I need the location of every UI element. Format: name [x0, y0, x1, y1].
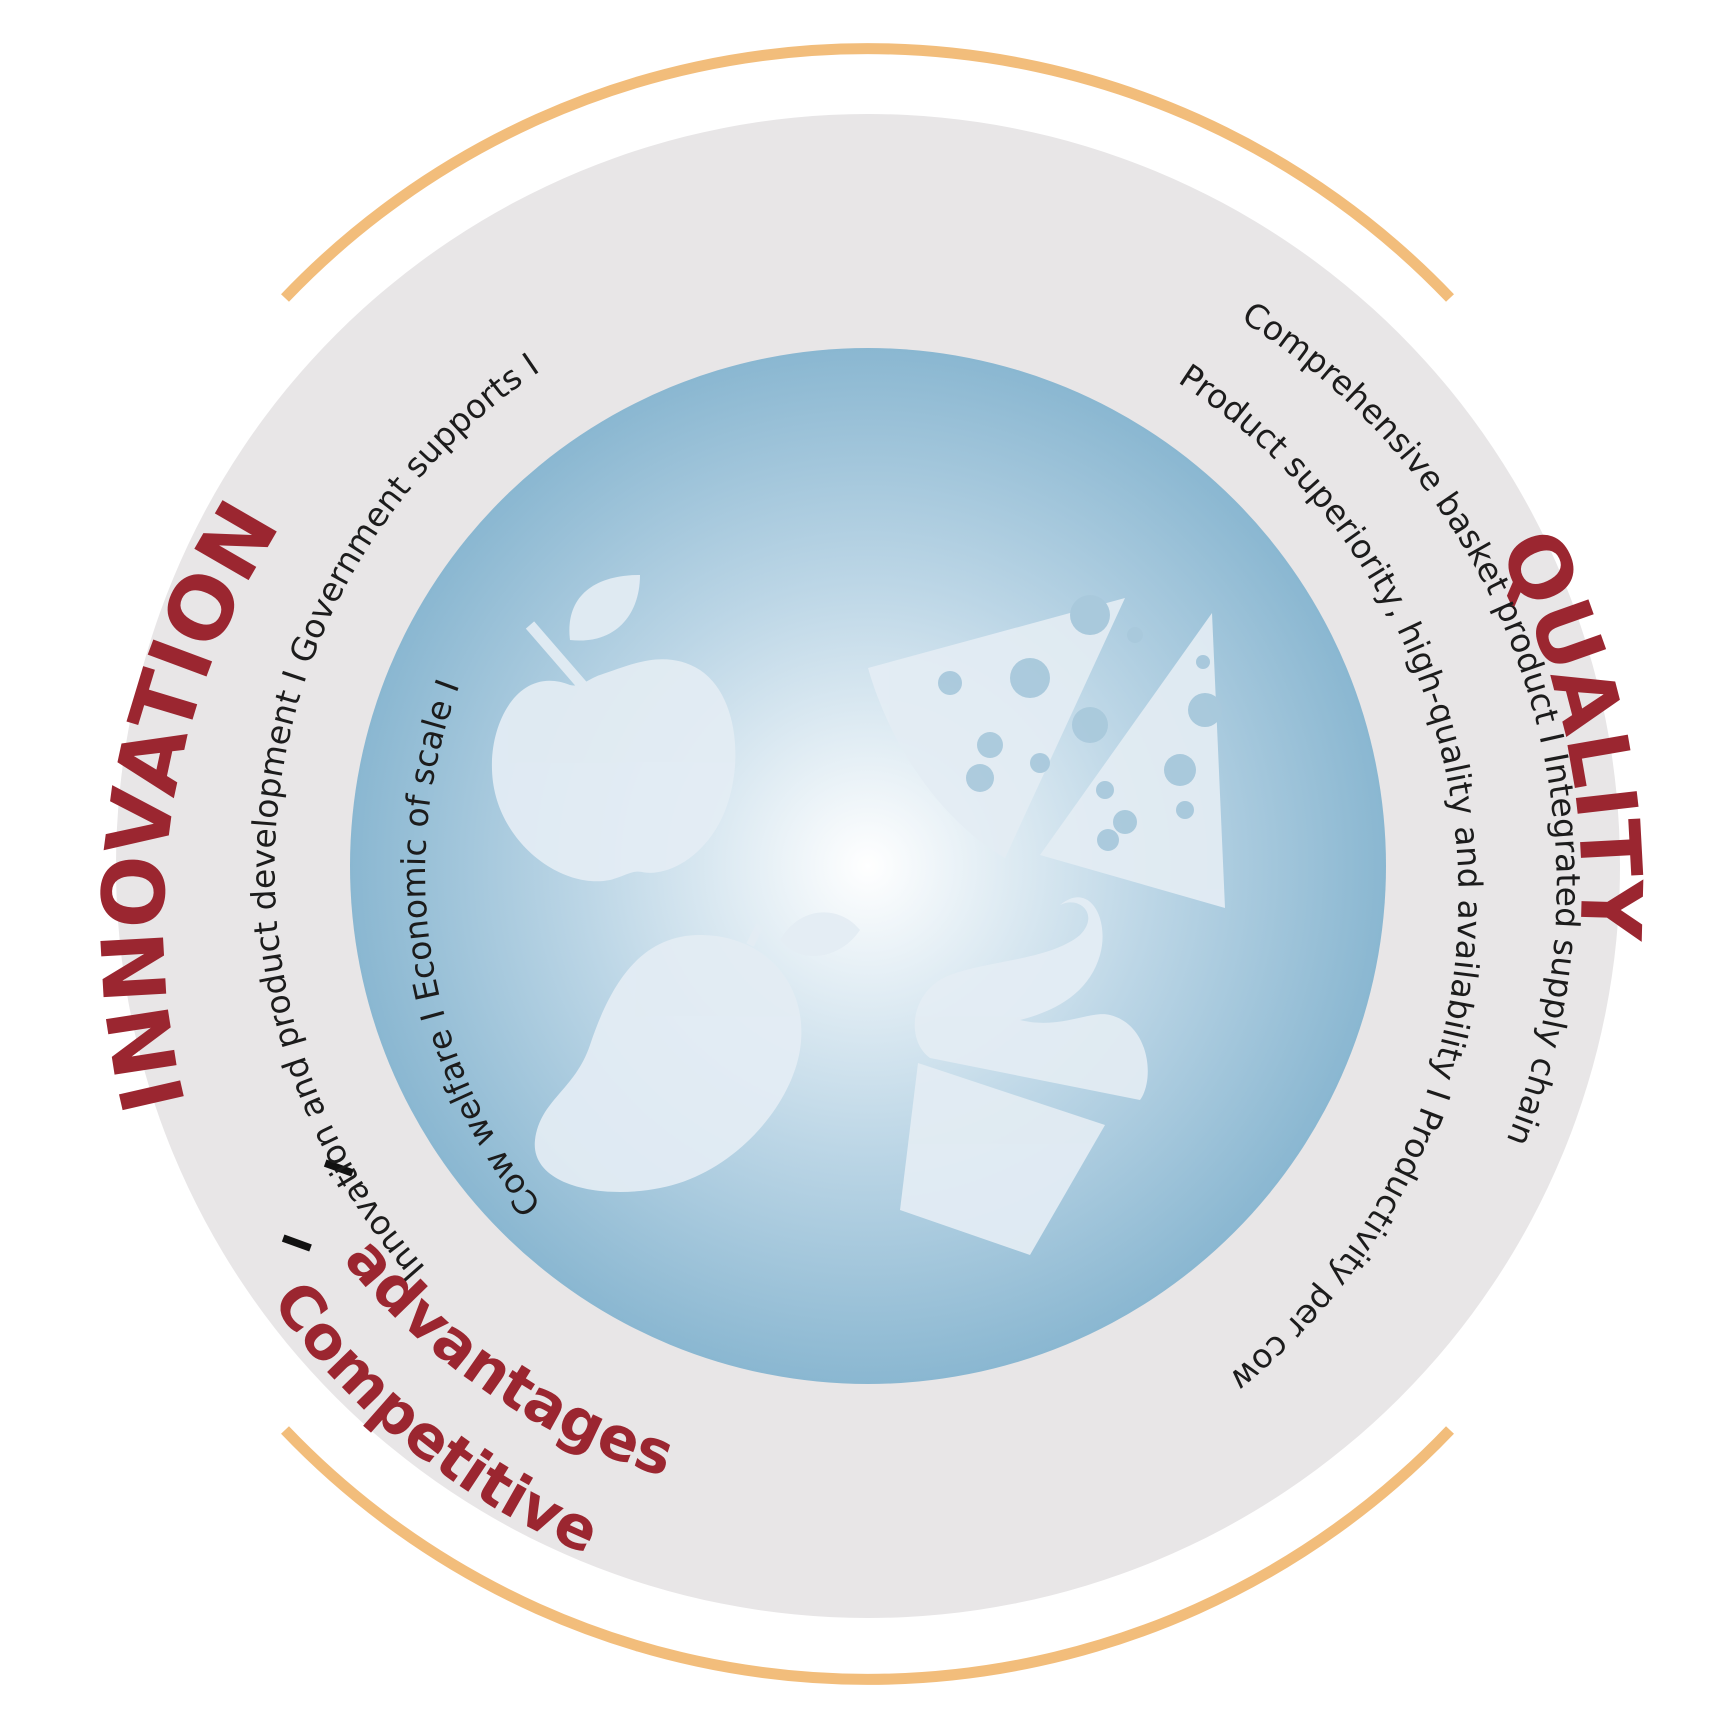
cheese-icon	[868, 595, 1225, 908]
central-sphere	[350, 348, 1386, 1384]
bottom-orange-arc	[281, 1426, 1454, 1685]
top-orange-arc	[281, 43, 1454, 302]
cupcake-icon	[900, 897, 1148, 1255]
mango-icon	[534, 912, 860, 1192]
apple-icon	[491, 575, 736, 882]
